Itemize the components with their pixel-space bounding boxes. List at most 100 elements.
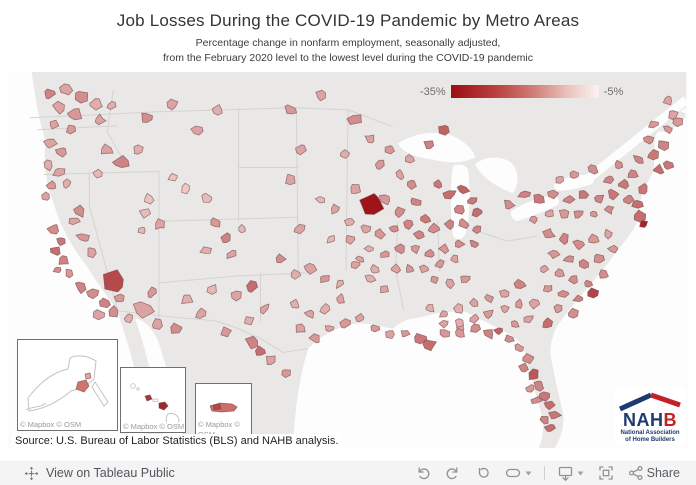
metro-area[interactable] [393,243,405,255]
metro-area[interactable] [308,333,320,344]
metro-area[interactable] [66,108,83,121]
metro-area[interactable] [43,159,53,172]
metro-area[interactable] [400,330,411,338]
metro-area[interactable] [492,327,503,336]
metro-area[interactable] [606,244,619,254]
inset-map-puerto-rico[interactable]: © Mapbox © OSM [195,383,252,441]
metro-area[interactable] [314,196,325,204]
metro-area[interactable] [374,159,385,171]
metro-area[interactable] [482,329,494,340]
metro-area[interactable] [147,286,157,299]
metro-area[interactable] [354,312,365,323]
metro-area[interactable] [445,278,455,290]
metro-area[interactable] [395,169,405,181]
metro-area[interactable] [546,249,561,260]
metro-area[interactable] [569,170,580,179]
metro-area[interactable] [244,335,259,350]
metro-area[interactable] [542,317,554,329]
metro-area[interactable] [106,101,117,110]
metro-area[interactable] [281,369,291,379]
metro-area[interactable] [54,147,67,158]
metro-area[interactable] [52,100,65,115]
metro-area[interactable] [587,164,599,175]
metro-area[interactable] [379,194,391,206]
metro-area[interactable] [406,179,417,190]
metro-area[interactable] [500,304,510,314]
metro-area[interactable] [155,218,165,230]
metro-area[interactable] [158,401,169,411]
metro-area[interactable] [439,329,451,338]
metro-area[interactable] [244,316,255,326]
inset-map-alaska[interactable]: © Mapbox © OSM [17,339,118,431]
metro-area[interactable] [662,95,672,106]
metro-area[interactable] [49,246,61,256]
metro-area[interactable] [542,284,553,293]
metro-area[interactable] [335,279,345,290]
metro-area[interactable] [567,275,578,285]
map-visualization[interactable]: -35% -5% © Mapbox © OSM © Mapbox © OSM [8,72,688,448]
metro-area[interactable] [539,415,549,425]
metro-area[interactable] [380,250,390,258]
metro-area[interactable] [87,247,97,259]
metro-area[interactable] [152,318,163,330]
metro-area[interactable] [632,154,644,164]
metro-area[interactable] [647,149,659,161]
metro-area[interactable] [604,228,613,240]
inset-map-hawaii[interactable]: © Mapbox © OSM [120,367,186,433]
metro-area[interactable] [548,410,563,420]
metro-area[interactable] [226,249,237,260]
metro-area[interactable] [469,239,479,249]
metro-area[interactable] [319,302,331,315]
metro-area[interactable] [293,223,306,235]
metro-area[interactable] [295,323,306,333]
metro-area[interactable] [230,290,242,302]
metro-area[interactable] [503,199,516,210]
metro-area[interactable] [530,396,544,404]
metro-area[interactable] [113,293,125,303]
metro-area[interactable] [456,184,471,195]
metro-area[interactable] [453,302,464,314]
metro-area[interactable] [528,368,539,381]
metro-area[interactable] [339,148,351,159]
share-button[interactable]: Share [626,463,682,483]
metro-area[interactable] [108,304,119,318]
metro-area[interactable] [470,323,482,333]
metro-area[interactable] [587,287,600,299]
metro-area[interactable] [384,330,395,340]
metro-area[interactable] [58,255,69,265]
metro-area[interactable] [89,98,103,111]
metro-area[interactable] [406,263,415,273]
metro-area[interactable] [84,372,92,380]
metro-area[interactable] [254,345,267,356]
metro-area[interactable] [518,362,529,373]
metro-area[interactable] [622,195,635,205]
metro-area[interactable] [588,233,600,244]
metro-area[interactable] [593,194,605,204]
metro-area[interactable] [73,204,85,218]
metro-area[interactable] [363,245,375,253]
metro-area[interactable] [553,304,563,314]
metro-area[interactable] [92,168,103,179]
metro-area[interactable] [438,310,449,318]
metro-area[interactable] [74,281,87,295]
metro-area[interactable] [65,268,74,279]
metro-area[interactable] [75,233,90,242]
metro-area[interactable] [590,210,598,218]
metro-area[interactable] [442,190,457,200]
metro-area[interactable] [627,169,639,178]
fullscreen-button[interactable] [596,463,616,483]
metro-area[interactable] [46,224,60,235]
metro-area[interactable] [44,88,57,100]
metro-area[interactable] [498,289,510,298]
metro-area[interactable] [593,253,605,264]
metro-area[interactable] [394,206,406,219]
metro-area[interactable] [289,298,300,309]
metro-area[interactable] [275,253,287,264]
metro-area[interactable] [144,394,153,402]
view-on-tableau-public[interactable]: View on Tableau Public [0,466,175,481]
metro-area[interactable] [458,218,470,230]
metro-area[interactable] [598,269,609,279]
metro-area[interactable] [199,246,213,254]
pause-updates-button[interactable] [503,463,534,483]
metro-area[interactable] [360,224,372,234]
